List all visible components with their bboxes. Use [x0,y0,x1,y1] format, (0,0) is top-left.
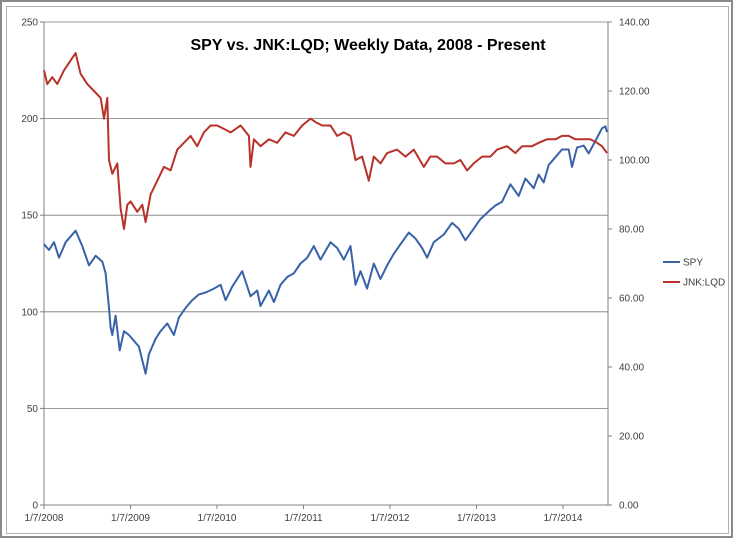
x-tick-label: 1/7/2012 [371,513,410,524]
x-tick-label: 1/7/2014 [544,513,583,524]
right-tick-label: 20.00 [619,432,644,443]
right-tick-label: 120.00 [619,87,650,98]
left-tick-label: 150 [21,211,38,222]
legend-label: JNK:LQD [683,278,725,289]
left-tick-label: 0 [32,501,38,512]
series-layer [43,52,608,375]
right-tick-label: 140.00 [619,18,650,29]
series-line-jnk-lqd [43,52,608,230]
right-tick-label: 0.00 [619,501,639,512]
chart-inner-border [6,6,729,534]
legend-label: SPY [683,258,703,269]
series-line-spy [43,125,608,375]
left-tick-label: 100 [21,307,38,318]
left-tick-label: 250 [21,18,38,29]
x-tick-label: 1/7/2010 [198,513,237,524]
right-tick-label: 40.00 [619,363,644,374]
right-tick-label: 80.00 [619,225,644,236]
x-tick-label: 1/7/2011 [284,513,323,524]
right-tick-label: 100.00 [619,156,650,167]
gridlines [44,21,608,409]
x-tick-label: 1/7/2013 [457,513,496,524]
x-tick-label: 1/7/2009 [111,513,150,524]
chart-title: SPY vs. JNK:LQD; Weekly Data, 2008 - Pre… [190,37,546,54]
x-axis-ticks: 1/7/2008 1/7/2009 1/7/2010 1/7/2011 1/7/2012… [25,505,583,524]
left-axis-ticks: 0 50 100 150 200 250 [21,18,44,512]
x-tick-label: 1/7/2008 [25,513,64,524]
legend: SPY JNK:LQD [663,258,725,289]
left-tick-label: 50 [27,404,39,415]
right-tick-label: 60.00 [619,294,644,305]
left-tick-label: 200 [21,114,38,125]
right-axis-ticks: 0.00 20.00 40.00 60.00 80.00 100.00 120.00 140.… [608,18,650,512]
